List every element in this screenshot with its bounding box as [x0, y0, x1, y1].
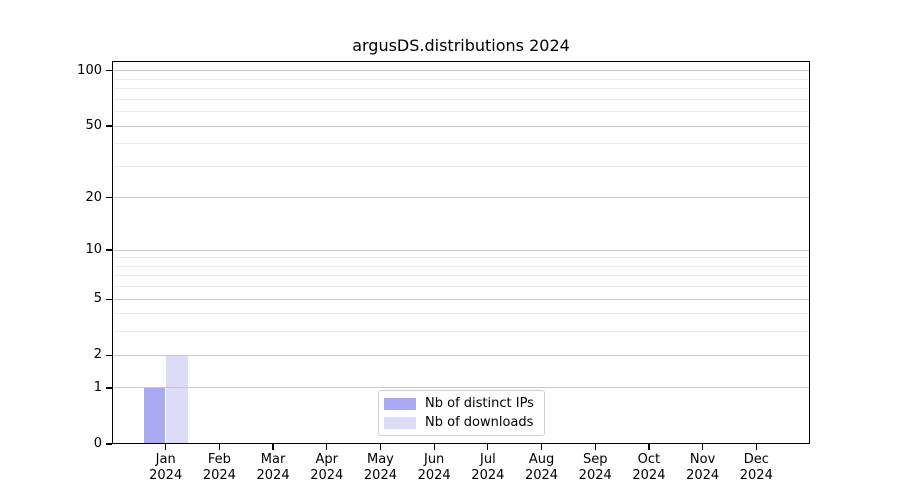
x-tick-month: Jul: [480, 452, 496, 467]
x-tick-label-oct: Oct 2024: [617, 452, 681, 484]
y-gridline-major-100: [112, 70, 810, 72]
y-tick-10: [106, 249, 112, 251]
y-gridline-minor-6: [112, 286, 810, 288]
x-tick-nov: [702, 444, 704, 450]
x-tick-year: 2024: [363, 468, 397, 483]
x-tick-month: May: [367, 452, 394, 467]
bar-distinct-ips-jan: [143, 387, 166, 444]
x-tick-month: Jan: [155, 452, 176, 467]
y-gridline-minor-3: [112, 331, 810, 333]
y-gridline-major-2: [112, 354, 810, 356]
x-tick-year: 2024: [739, 468, 773, 483]
x-tick-month: Oct: [637, 452, 661, 467]
y-gridline-minor-9: [112, 257, 810, 259]
y-tick-20: [106, 197, 112, 199]
y-gridline-minor-90: [112, 78, 810, 80]
legend-label: Nb of distinct IPs: [425, 396, 534, 411]
legend-label: Nb of downloads: [425, 415, 534, 430]
x-tick-month: Dec: [743, 452, 769, 467]
y-gridline-major-1: [112, 387, 810, 389]
x-tick-month: Feb: [207, 452, 231, 467]
x-tick-month: Sep: [582, 452, 608, 467]
x-tick-label-may: May 2024: [348, 452, 412, 484]
y-tick-1: [106, 387, 112, 389]
y-tick-label-50: 50: [85, 118, 102, 134]
x-tick-year: 2024: [149, 468, 183, 483]
x-tick-label-jan: Jan 2024: [134, 452, 198, 484]
legend-item-downloads: Nb of downloads: [384, 415, 540, 430]
x-tick-jan: [165, 444, 167, 450]
y-tick-50: [106, 125, 112, 127]
x-tick-year: 2024: [524, 468, 559, 483]
y-tick-label-20: 20: [85, 189, 102, 205]
y-gridline-major-5: [112, 298, 810, 300]
x-tick-label-mar: Mar 2024: [241, 452, 305, 484]
y-tick-100: [106, 70, 112, 72]
x-tick-label-dec: Dec 2024: [724, 452, 788, 484]
x-tick-apr: [326, 444, 328, 450]
x-tick-label-jun: Jun 2024: [402, 452, 466, 484]
y-gridline-major-20: [112, 197, 810, 199]
x-tick-year: 2024: [417, 468, 451, 483]
y-tick-label-10: 10: [85, 242, 102, 258]
x-tick-jul: [487, 444, 489, 450]
x-tick-aug: [540, 444, 543, 450]
y-tick-0: [106, 443, 112, 445]
x-tick-label-apr: Apr 2024: [295, 452, 359, 484]
x-tick-year: 2024: [310, 468, 344, 483]
x-tick-month: Jun: [423, 452, 445, 467]
x-tick-label-sep: Sep 2024: [563, 452, 627, 484]
x-tick-label-jul: Jul 2024: [456, 452, 520, 484]
y-gridline-minor-30: [112, 165, 810, 167]
y-gridline-major-10: [112, 249, 810, 251]
y-tick-label-0: 0: [93, 436, 102, 451]
y-gridline-minor-4: [112, 313, 810, 315]
x-tick-sep: [594, 444, 596, 450]
x-tick-mar: [272, 444, 274, 450]
x-tick-year: 2024: [578, 468, 612, 483]
legend-swatch: [384, 397, 416, 410]
x-tick-dec: [755, 444, 757, 450]
x-tick-oct: [648, 444, 650, 450]
x-tick-year: 2024: [686, 468, 720, 483]
x-tick-month: Apr: [315, 452, 339, 467]
legend-item-distinct-ips: Nb of distinct IPs: [384, 396, 540, 411]
y-gridline-minor-7: [112, 275, 810, 277]
chart-title: argusDS.distributions 2024: [352, 36, 570, 55]
y-gridline-minor-8: [112, 265, 810, 267]
x-tick-month: Aug: [528, 452, 555, 467]
x-tick-year: 2024: [471, 468, 505, 483]
y-tick-label-100: 100: [77, 62, 102, 78]
y-gridline-minor-70: [112, 98, 810, 100]
x-tick-label-aug: Aug 2024: [510, 452, 574, 484]
x-tick-may: [379, 444, 382, 450]
y-tick-label-5: 5: [93, 291, 102, 307]
x-tick-year: 2024: [202, 468, 236, 483]
y-tick-5: [106, 298, 112, 300]
y-gridline-major-50: [112, 125, 810, 127]
x-tick-label-feb: Feb 2024: [187, 452, 251, 484]
legend: Nb of distinct IPs Nb of downloads: [378, 390, 545, 436]
x-tick-month: Nov: [689, 452, 716, 467]
bar-downloads-jan: [166, 355, 188, 444]
x-tick-jun: [433, 444, 435, 450]
y-gridline-minor-80: [112, 88, 810, 90]
x-tick-label-nov: Nov 2024: [671, 452, 735, 484]
x-tick-month: Mar: [260, 452, 286, 467]
y-gridline-minor-40: [112, 143, 810, 145]
y-tick-2: [106, 354, 112, 356]
x-tick-year: 2024: [632, 468, 666, 483]
y-tick-label-1: 1: [93, 379, 102, 395]
y-tick-label-2: 2: [93, 347, 102, 363]
x-tick-year: 2024: [256, 468, 290, 483]
y-gridline-minor-60: [112, 111, 810, 113]
legend-swatch: [384, 416, 416, 429]
x-tick-feb: [218, 444, 220, 450]
